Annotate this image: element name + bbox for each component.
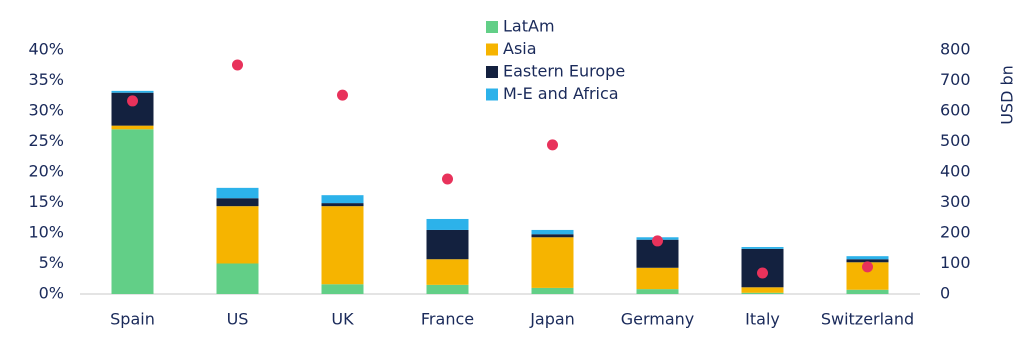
bar-segment bbox=[531, 287, 574, 294]
y-tick-label: 30% bbox=[28, 101, 64, 120]
dot bbox=[337, 89, 348, 101]
bar-segment bbox=[636, 267, 679, 290]
dot bbox=[127, 95, 138, 107]
y-tick-label: 0% bbox=[39, 284, 64, 303]
y-tick-label: 15% bbox=[28, 192, 64, 211]
x-tick-label: UK bbox=[331, 310, 354, 329]
x-tick-label: US bbox=[227, 310, 249, 329]
bar-segment bbox=[636, 289, 679, 294]
bar-segment bbox=[216, 206, 259, 264]
x-tick-label: Spain bbox=[110, 310, 155, 329]
dot bbox=[442, 173, 453, 185]
dot bbox=[652, 235, 663, 247]
bar-segment bbox=[741, 247, 784, 249]
bar-segment bbox=[741, 287, 784, 293]
y-tick-label: 5% bbox=[39, 253, 64, 272]
y-tick-label: 40% bbox=[28, 40, 64, 59]
bar-segment bbox=[321, 203, 364, 207]
bar-segment bbox=[111, 90, 154, 93]
bar-segment bbox=[216, 263, 259, 294]
legend-swatch bbox=[486, 21, 498, 33]
y2-tick-label: 800 bbox=[940, 40, 971, 59]
bar-segment bbox=[846, 289, 889, 294]
bar-segment bbox=[321, 206, 364, 285]
dot bbox=[547, 139, 558, 151]
y2-tick-label: 200 bbox=[940, 223, 971, 242]
y-tick-label: 20% bbox=[28, 162, 64, 181]
legend-swatch bbox=[486, 88, 498, 101]
y2-tick-label: 700 bbox=[940, 70, 971, 89]
x-tick-label: Japan bbox=[529, 310, 575, 329]
y2-tick-label: 600 bbox=[940, 101, 971, 120]
bar-segment bbox=[846, 259, 889, 263]
bar-segment bbox=[111, 125, 154, 130]
legend-swatch bbox=[486, 66, 498, 78]
dot bbox=[862, 261, 873, 273]
bar-segment bbox=[426, 229, 469, 260]
bar-segment bbox=[111, 129, 154, 294]
dot bbox=[757, 267, 768, 279]
bar-segment bbox=[216, 187, 259, 199]
bar-segment bbox=[531, 229, 574, 235]
y2-tick-label: 400 bbox=[940, 162, 971, 181]
bar-segment bbox=[321, 195, 364, 204]
x-tick-label: Switzerland bbox=[821, 310, 914, 329]
y2-tick-label: 0 bbox=[940, 284, 950, 303]
bar-segment bbox=[321, 284, 364, 294]
y2-axis-label: USD bn bbox=[998, 65, 1017, 125]
dot bbox=[232, 59, 243, 71]
x-tick-label: Germany bbox=[621, 310, 695, 329]
y2-tick-label: 500 bbox=[940, 131, 971, 150]
y-tick-label: 35% bbox=[28, 70, 64, 89]
bar-segment bbox=[531, 234, 574, 238]
bar-segment bbox=[426, 218, 469, 230]
bar-segment bbox=[216, 198, 259, 207]
bar-segment bbox=[426, 259, 469, 285]
legend-label: M-E and Africa bbox=[503, 84, 619, 103]
bar-segment bbox=[741, 292, 784, 294]
y-tick-label: 25% bbox=[28, 131, 64, 150]
x-tick-label: France bbox=[421, 310, 474, 329]
legend-swatch bbox=[486, 43, 498, 56]
legend-label: Eastern Europe bbox=[503, 62, 625, 81]
bar-segment bbox=[531, 237, 574, 288]
y2-tick-label: 100 bbox=[940, 253, 971, 272]
x-tick-label: Italy bbox=[745, 310, 780, 329]
legend-label: Asia bbox=[503, 39, 537, 58]
y-tick-label: 10% bbox=[28, 223, 64, 242]
legend-label: LatAm bbox=[503, 17, 555, 36]
y2-tick-label: 300 bbox=[940, 192, 971, 211]
bar-segment bbox=[846, 256, 889, 260]
bar-segment bbox=[426, 284, 469, 294]
